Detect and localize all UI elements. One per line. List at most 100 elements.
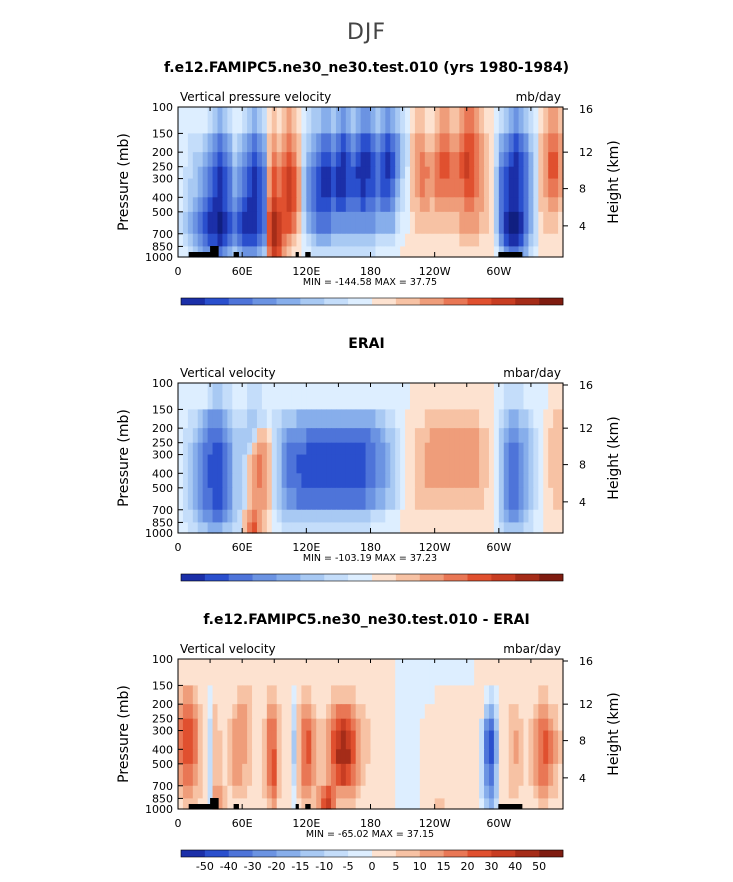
y2-axis-title: Height (km) xyxy=(606,692,622,775)
heatmap-cell xyxy=(365,522,372,534)
heatmap-cell xyxy=(548,246,554,258)
heatmap-cell xyxy=(271,730,278,750)
heatmap-cell xyxy=(409,785,416,800)
heatmap-cell xyxy=(266,798,273,810)
heatmap-cell xyxy=(252,383,258,411)
heatmap-cell xyxy=(424,487,431,511)
y2-tick-label: 8 xyxy=(579,183,586,196)
heatmap-cell xyxy=(335,509,342,524)
heatmap-cell xyxy=(301,133,307,153)
heatmap-cell xyxy=(464,383,470,411)
heatmap-cell xyxy=(439,718,446,732)
heatmap-cell xyxy=(326,763,332,787)
heatmap-cell xyxy=(409,107,416,135)
colorbar-label: -100 xyxy=(192,308,217,310)
heatmap-cell xyxy=(409,133,416,153)
y-tick-label: 150 xyxy=(152,127,173,140)
heatmap-cell xyxy=(449,798,456,810)
heatmap-cell xyxy=(419,107,426,135)
heatmap-cell xyxy=(316,785,322,800)
heatmap-cell xyxy=(222,798,228,810)
heatmap-cell xyxy=(306,509,312,524)
heatmap-cell xyxy=(331,166,337,180)
heatmap-cell xyxy=(523,730,530,750)
heatmap-cell xyxy=(227,107,233,135)
heatmap-cell xyxy=(553,152,559,168)
heatmap-cell xyxy=(518,428,525,444)
heatmap-cell xyxy=(340,785,347,800)
heatmap-cell xyxy=(439,166,446,180)
heatmap-cell xyxy=(370,473,377,489)
heatmap-cell xyxy=(484,454,490,474)
heatmap-cell xyxy=(424,197,431,213)
heatmap-cell xyxy=(252,178,258,198)
heatmap-cell xyxy=(395,522,401,534)
heatmap-cell xyxy=(345,454,352,474)
colorbar-label: -20 xyxy=(268,860,286,872)
heatmap-cell xyxy=(326,107,332,135)
heatmap-cell xyxy=(266,233,273,248)
heatmap-cell xyxy=(409,522,416,534)
heatmap-cell xyxy=(498,522,505,534)
heatmap-cell xyxy=(469,487,475,511)
heatmap-cell xyxy=(187,428,194,444)
heatmap-cell xyxy=(232,704,238,720)
heatmap-cell xyxy=(464,763,470,787)
colorbar-label: -50 xyxy=(196,860,214,872)
heatmap-cell xyxy=(479,178,485,198)
colorbar-segment xyxy=(252,574,277,581)
heatmap-cell xyxy=(553,659,559,687)
heatmap-cell xyxy=(217,704,224,720)
heatmap-cell xyxy=(390,785,396,800)
heatmap-cell xyxy=(237,749,243,765)
heatmap-cell xyxy=(252,233,258,248)
heatmap-cell xyxy=(301,798,307,810)
heatmap-cell xyxy=(182,383,189,411)
heatmap-cell xyxy=(212,152,219,168)
heatmap-cell xyxy=(365,197,372,213)
heatmap-cell xyxy=(528,763,534,787)
heatmap-cell xyxy=(335,178,342,198)
heatmap-cell xyxy=(459,522,465,534)
x-tick-label: 60W xyxy=(486,265,511,278)
heatmap-cell xyxy=(395,509,401,524)
heatmap-cell xyxy=(479,166,485,180)
heatmap-cell xyxy=(331,749,337,765)
heatmap-cell xyxy=(424,211,431,235)
colorbar-segment xyxy=(419,850,444,857)
heatmap-cell xyxy=(558,211,564,235)
heatmap-cell xyxy=(533,763,539,787)
heatmap-cell xyxy=(488,454,495,474)
heatmap-cell xyxy=(513,749,520,765)
heatmap-cell xyxy=(513,785,520,800)
colorbar-label: -10 xyxy=(315,860,333,872)
y-tick-label: 500 xyxy=(152,206,173,219)
heatmap-cell xyxy=(326,522,332,534)
colorbar-segment xyxy=(300,850,325,857)
heatmap-cell xyxy=(459,473,465,489)
heatmap-cell xyxy=(291,487,298,511)
heatmap-cell xyxy=(311,107,317,135)
heatmap-cell xyxy=(207,659,214,687)
heatmap-cell xyxy=(321,659,327,687)
heatmap-cell xyxy=(548,133,554,153)
heatmap-cell xyxy=(424,383,431,411)
colorbar-label: 40 xyxy=(484,308,498,310)
heatmap-cell xyxy=(493,749,500,765)
heatmap-cell xyxy=(508,763,515,787)
heatmap-cell xyxy=(232,233,238,248)
heatmap-cell xyxy=(513,509,520,524)
heatmap-cell xyxy=(202,211,209,235)
heatmap-cell xyxy=(528,107,534,135)
heatmap-cell xyxy=(306,704,312,720)
y-axis-title: Pressure (mb) xyxy=(116,685,132,783)
heatmap-cell xyxy=(493,383,500,411)
heatmap-cell xyxy=(296,233,302,248)
heatmap-cell xyxy=(212,659,219,687)
heatmap-cell xyxy=(227,487,233,511)
heatmap-cell xyxy=(395,659,401,687)
heatmap-cell xyxy=(301,428,307,444)
heatmap-cell xyxy=(202,522,209,534)
heatmap-cell xyxy=(345,473,352,489)
heatmap-cell xyxy=(301,442,307,456)
